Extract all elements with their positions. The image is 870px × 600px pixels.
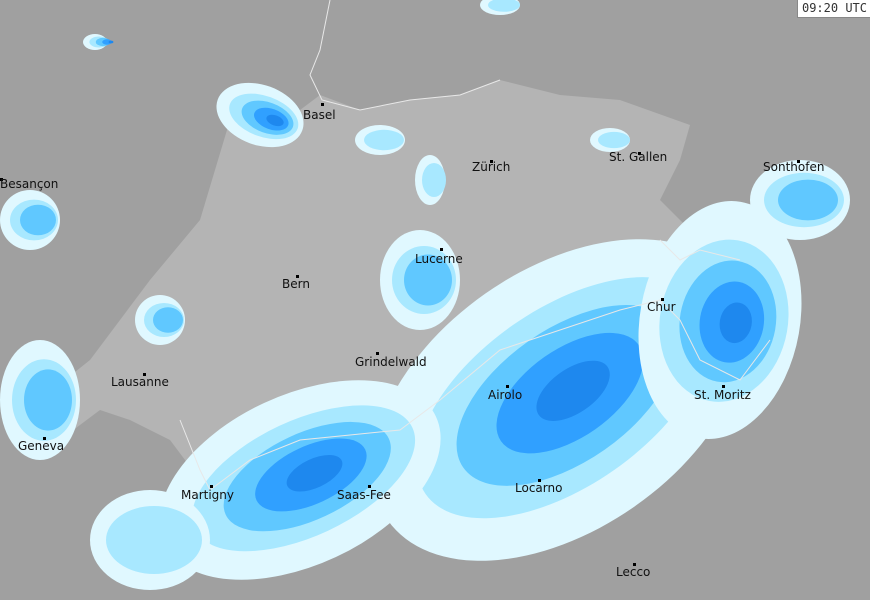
city-dot (722, 385, 725, 388)
city-dot (440, 248, 443, 251)
city-label: Besançon (0, 177, 59, 191)
precipitation-cell (286, 455, 343, 492)
city-label: Bern (282, 277, 310, 291)
city-dot (376, 352, 379, 355)
city-label: Sonthofen (763, 160, 825, 174)
city-label: Geneva (18, 439, 65, 453)
precipitation-cell (24, 369, 72, 431)
timestamp-label: 09:20 UTC (796, 0, 870, 18)
city-dot (0, 178, 3, 181)
precipitation-cell (364, 129, 404, 151)
city-label: Lucerne (415, 252, 463, 266)
city-label: Martigny (181, 488, 235, 502)
city-label: Zürich (472, 160, 511, 174)
precipitation-cell (153, 307, 183, 333)
city-dot (538, 479, 541, 482)
precipitation-cell (422, 163, 446, 197)
precipitation-cell (404, 254, 452, 306)
city-label: Lausanne (111, 375, 169, 389)
precipitation-cell (719, 302, 752, 344)
city-label: Basel (303, 108, 336, 122)
city-dot (633, 563, 636, 566)
city-label: St. Gallen (609, 150, 668, 164)
city-dot (210, 485, 213, 488)
city-label: Locarno (515, 481, 563, 495)
precipitation-cell (536, 360, 610, 421)
precipitation-cell (102, 39, 112, 45)
city-dot (638, 152, 641, 155)
precipitation-cell (266, 114, 284, 127)
city-label: Airolo (488, 388, 523, 402)
precipitation-cell (778, 179, 838, 221)
city-label: St. Moritz (694, 388, 751, 402)
precipitation-cell (598, 131, 630, 149)
city-dot (368, 485, 371, 488)
city-dot (43, 437, 46, 440)
city-dot (797, 160, 800, 163)
precipitation-cell (106, 506, 202, 574)
city-label: Grindelwald (355, 355, 427, 369)
city-label: Saas-Fee (337, 488, 391, 502)
precipitation-layer (0, 0, 850, 590)
borders (179, 0, 771, 491)
city-label: Lecco (616, 565, 651, 579)
city-dot (661, 298, 664, 301)
city-dot (296, 275, 299, 278)
precipitation-cell (108, 40, 114, 44)
city-dot (506, 385, 509, 388)
precipitation-cell (488, 0, 520, 12)
city-dot (143, 373, 146, 376)
city-dot (321, 103, 324, 106)
precipitation-cell (20, 204, 56, 236)
city-label: Chur (647, 300, 676, 314)
city-dot (490, 160, 493, 163)
